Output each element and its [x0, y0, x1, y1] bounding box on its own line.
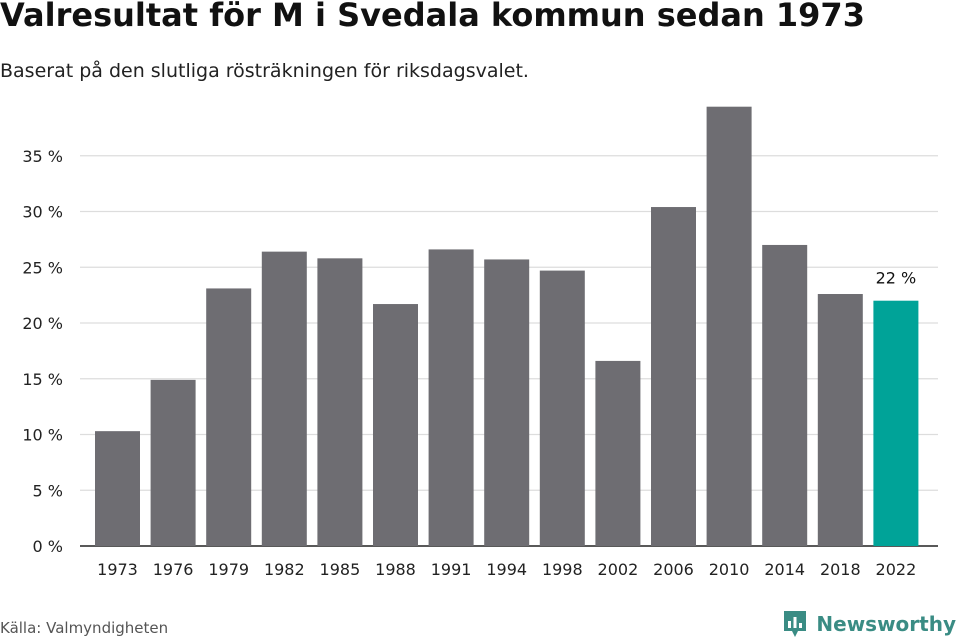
y-tick-label: 0 %	[33, 537, 63, 556]
bar-1979	[206, 288, 252, 546]
chart-title: Valresultat för M i Svedala kommun sedan…	[0, 0, 865, 34]
y-tick-label: 25 %	[22, 258, 63, 277]
bar-1991	[428, 249, 474, 546]
bar-2014	[762, 244, 808, 546]
y-tick-label: 5 %	[33, 481, 63, 500]
bar-2002	[595, 360, 641, 546]
bar-1982	[261, 251, 307, 546]
bars	[95, 106, 919, 547]
bar-2006	[651, 207, 696, 547]
x-tick-label: 1973	[97, 560, 138, 579]
bar-2022	[873, 300, 919, 546]
bar-1973	[95, 431, 140, 546]
y-tick-label: 15 %	[22, 370, 63, 389]
x-tick-label: 2006	[653, 560, 694, 579]
newsworthy-logo-icon	[784, 611, 807, 637]
x-tick-label: 1985	[320, 560, 361, 579]
y-tick-label: 10 %	[22, 426, 63, 445]
x-tick-label: 2002	[598, 560, 639, 579]
chart-subtitle: Baserat på den slutliga rösträkningen fö…	[0, 60, 529, 82]
bar-1994	[484, 259, 530, 546]
y-tick-label: 30 %	[22, 203, 63, 222]
bar-2018	[817, 294, 863, 546]
brand-name: Newsworthy	[816, 612, 956, 636]
x-tick-label: 2018	[820, 560, 861, 579]
x-tick-label: 2022	[876, 560, 917, 579]
x-tick-label: 1994	[486, 560, 527, 579]
brand-logo[interactable]: Newsworthy	[782, 609, 956, 639]
x-tick-label: 1988	[375, 560, 416, 579]
bar-chart: 0 % 5 % 10 % 15 % 20 % 25 % 30 % 35 % 1973 1976 19…	[22, 106, 938, 579]
x-tick-label: 1998	[542, 560, 583, 579]
bar-2010	[706, 106, 752, 546]
x-tick-label: 1982	[264, 560, 305, 579]
bar-1985	[317, 258, 363, 546]
highlight-value-label: 22 %	[876, 269, 917, 288]
tick-labels: 0 % 5 % 10 % 15 % 20 % 25 % 30 % 35 % 1973 1976 19…	[22, 147, 916, 579]
bar-1998	[539, 270, 585, 546]
y-tick-label: 20 %	[22, 314, 63, 333]
source-note: Källa: Valmyndigheten	[0, 619, 169, 637]
bar-1988	[373, 304, 418, 546]
x-tick-label: 1976	[153, 560, 194, 579]
x-tick-label: 1991	[431, 560, 472, 579]
y-tick-label: 35 %	[22, 147, 63, 166]
x-tick-label: 2010	[709, 560, 750, 579]
x-tick-label: 2014	[764, 560, 805, 579]
x-tick-label: 1979	[208, 560, 249, 579]
bar-1976	[150, 379, 196, 546]
